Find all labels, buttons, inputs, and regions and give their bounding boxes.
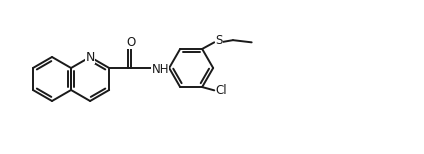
Text: N: N bbox=[85, 51, 95, 63]
Text: S: S bbox=[215, 34, 223, 47]
Text: NH: NH bbox=[151, 63, 169, 75]
Text: O: O bbox=[126, 36, 136, 49]
Text: Cl: Cl bbox=[215, 84, 227, 97]
